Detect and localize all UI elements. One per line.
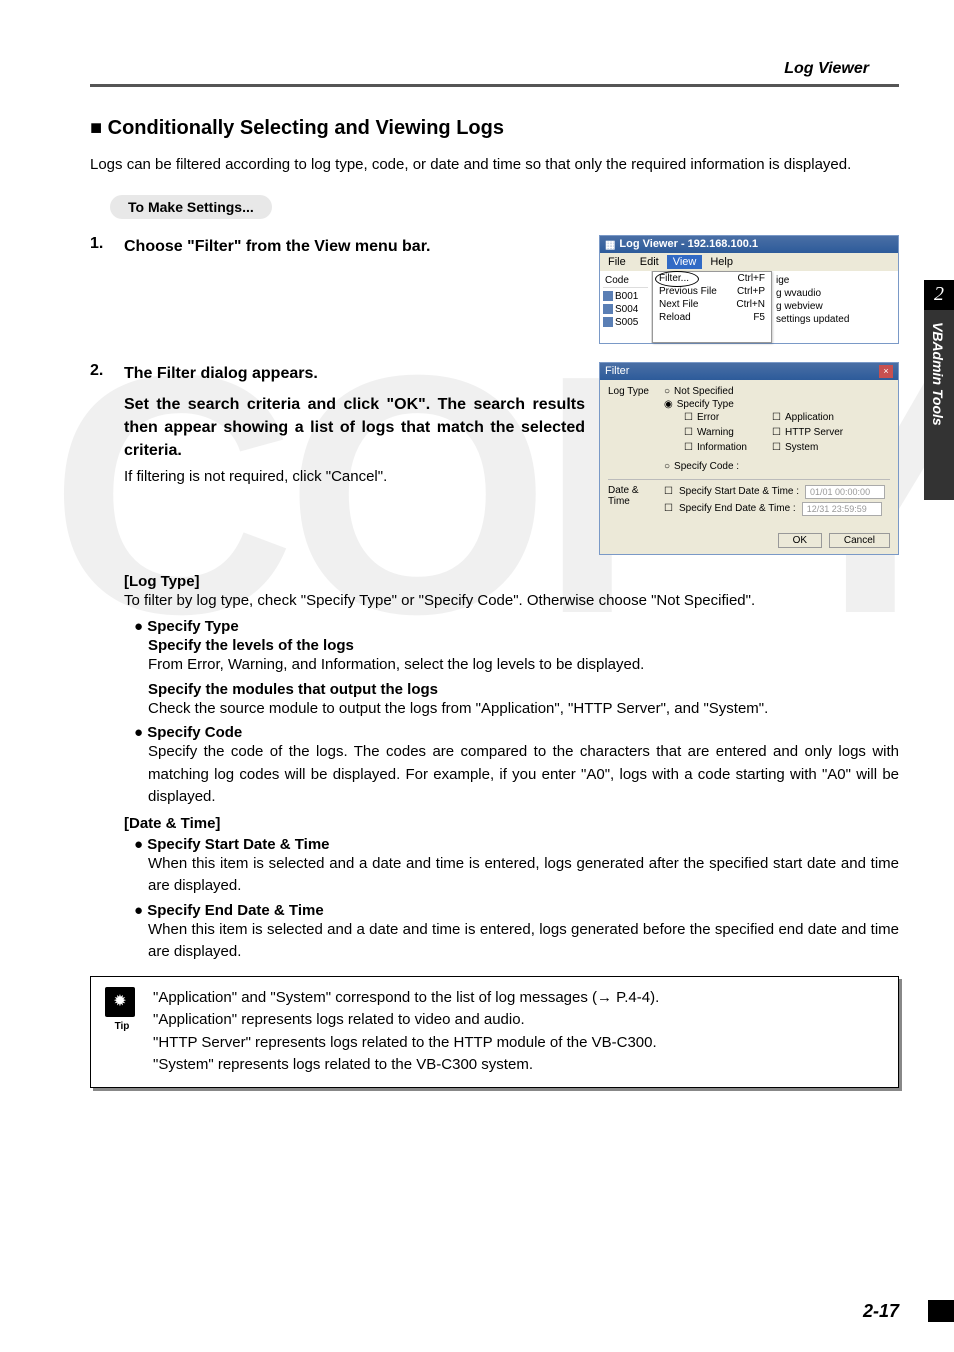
radio-specify-code[interactable]: ○Specify Code : [664,461,852,472]
step2-heading2: Set the search criteria and click "OK". … [124,393,585,463]
chk-http[interactable]: ☐HTTP Server [772,427,852,438]
menu-edit[interactable]: Edit [634,255,665,269]
menu-file[interactable]: File [602,255,632,269]
modules-p: Check the source module to output the lo… [148,698,899,721]
menu-help[interactable]: Help [704,255,739,269]
log-icon [603,291,613,301]
tip-icon: ✹ [105,987,135,1017]
chk-end-datetime[interactable]: ☐Specify End Date & Time :12/31 23:59:59 [664,502,885,516]
section-heading: ■ Conditionally Selecting and Viewing Lo… [90,117,899,140]
tip-line2: "Application" represents logs related to… [153,1009,659,1032]
radio-specify-type[interactable]: ◉Specify Type [664,399,852,410]
end-p: When this item is selected and a date an… [148,919,899,964]
specify-code-h: Specify Code [134,724,899,741]
start-h: Specify Start Date & Time [134,836,899,853]
radio-not-specified[interactable]: ○Not Specified [664,386,852,397]
menu-item-next[interactable]: Next FileCtrl+N [653,298,771,311]
step1-heading: Choose "Filter" from the View menu bar. [124,235,585,258]
modules-h: Specify the modules that output the logs [148,681,899,698]
specify-type-h: Specify Type [134,618,899,635]
header-title: Log Viewer [90,60,899,78]
ss1-titlebar: ▦ Log Viewer - 192.168.100.1 [600,236,898,253]
menu-item-reload[interactable]: ReloadF5 [653,311,771,324]
logtype-heading: [Log Type] [124,573,899,590]
tip-label: Tip [105,1019,139,1034]
app-icon: ▦ [605,238,615,251]
levels-h: Specify the levels of the logs [148,637,899,654]
menu-view[interactable]: View [667,255,703,269]
header-rule [90,84,899,87]
screenshot-log-viewer: ▦ Log Viewer - 192.168.100.1 File Edit V… [599,235,899,344]
log-icon [603,317,613,327]
settings-pill: To Make Settings... [110,195,272,219]
fd-logtype-label: Log Type [608,386,658,397]
screenshot-filter-dialog: Filter × Log Type ○Not Specified ◉Specif… [599,362,899,555]
ss1-menubar: File Edit View Help [600,253,898,271]
tip-line1: "Application" and "System" correspond to… [153,987,659,1010]
section-intro: Logs can be filtered according to log ty… [90,154,899,177]
view-dropdown: Filter...Ctrl+F Previous FileCtrl+P Next… [652,271,772,343]
start-p: When this item is selected and a date an… [148,853,899,898]
step2-num: 2. [90,362,110,380]
fd-titlebar: Filter × [600,363,898,380]
tip-box: ✹ Tip "Application" and "System" corresp… [90,976,899,1088]
chk-error[interactable]: ☐Error [684,412,764,423]
cancel-button[interactable]: Cancel [829,533,890,548]
chk-information[interactable]: ☐Information [684,442,764,453]
step2-sub: If filtering is not required, click "Can… [124,466,585,488]
logtype-p: To filter by log type, check "Specify Ty… [124,590,899,613]
ok-button[interactable]: OK [778,533,822,548]
datetime-heading: [Date & Time] [124,815,899,832]
tip-line4: "System" represents logs related to the … [153,1054,659,1077]
chk-start-datetime[interactable]: ☐Specify Start Date & Time :01/01 00:00:… [664,485,885,499]
chk-application[interactable]: ☐Application [772,412,852,423]
step1-num: 1. [90,235,110,344]
chk-system[interactable]: ☐System [772,442,852,453]
step2-heading1: The Filter dialog appears. [124,362,585,385]
tip-line3: "HTTP Server" represents logs related to… [153,1032,659,1055]
ss1-right-col: ige g wvaudio g webview settings updated [772,271,898,343]
step-1: 1. Choose "Filter" from the View menu ba… [90,235,899,344]
ss1-codes-col: Code B001 S004 S005 [600,271,652,343]
code-p: Specify the code of the logs. The codes … [148,741,899,809]
end-h: Specify End Date & Time [134,902,899,919]
log-icon [603,304,613,314]
levels-p: From Error, Warning, and Information, se… [148,654,899,677]
menu-item-filter[interactable]: Filter...Ctrl+F [653,272,771,285]
close-icon[interactable]: × [879,365,893,378]
fd-datetime-label: Date & Time [608,485,658,507]
chk-warning[interactable]: ☐Warning [684,427,764,438]
step-2: 2. The Filter dialog appears. Set the se… [90,362,899,555]
